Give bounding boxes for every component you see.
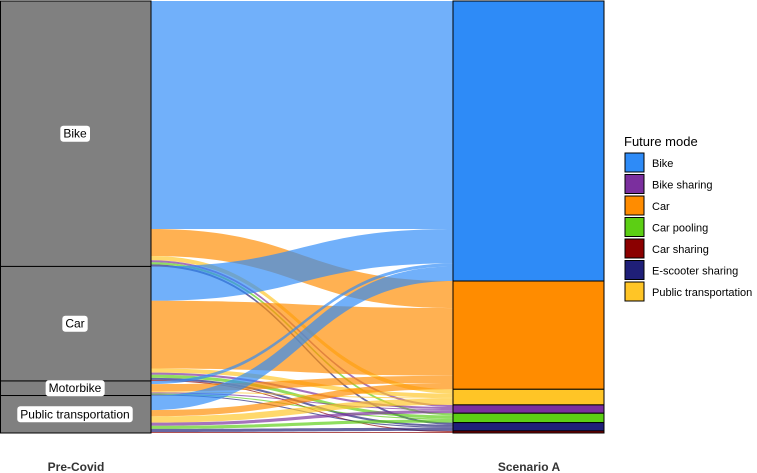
legend-label-bike-sharing: Bike sharing	[652, 180, 713, 192]
flow-public-transportation-to-e-scooter-sharing	[151, 427, 453, 432]
flows-layer	[151, 1, 453, 433]
legend-swatch-car	[624, 195, 645, 216]
flow-public-transportation-to-bike	[151, 266, 453, 411]
label-pre-covid-bike: Bike	[63, 127, 87, 141]
flow-public-transportation-to-car-sharing	[151, 431, 453, 433]
label-bg-motorbike	[45, 380, 105, 397]
pre-covid-labels: Bike Car Motorbike Public transportation	[17, 125, 133, 423]
label-pre-covid-public-transportation: Public transportation	[20, 407, 129, 421]
axis-label-pre-covid: Pre-Covid	[48, 460, 105, 473]
legend-title: Future mode	[624, 134, 698, 149]
flow-public-transportation-to-car-pooling	[151, 419, 453, 429]
stratum-scenario-a-bike-sharing	[452, 404, 605, 414]
legend-label-car-sharing: Car sharing	[652, 244, 709, 256]
label-bg-public-transportation	[17, 406, 133, 423]
stratum-scenario-a-e-scooter-sharing	[452, 422, 605, 432]
stratum-scenario-a-car-sharing	[452, 430, 605, 434]
legend-swatch-e-scooter-sharing	[624, 260, 645, 280]
legend-swatch-bike-sharing	[624, 174, 645, 194]
legend-swatch-bike	[624, 152, 645, 173]
legend-swatch-car-pooling	[624, 217, 645, 237]
pre-covid-strata	[0, 0, 152, 434]
stratum-scenario-a-public-transportation	[452, 388, 605, 406]
legend-items: Bike Bike sharing Car Car pooling Car sharin…	[624, 152, 752, 302]
stratum-scenario-a-car	[452, 280, 605, 390]
flow-motorbike-to-car-pooling	[151, 393, 453, 420]
stratum-scenario-a-bike	[452, 0, 605, 282]
legend-label-car-pooling: Car pooling	[652, 223, 708, 235]
flow-car-to-bike-sharing	[151, 372, 453, 410]
label-pre-covid-car: Car	[65, 317, 84, 331]
legend-label-public-transportation: Public transportation	[652, 287, 752, 299]
legend-label-car: Car	[652, 201, 670, 213]
legend: Future mode Bike Bike sharing Car Car pooli…	[624, 134, 752, 302]
legend-label-e-scooter-sharing: E-scooter sharing	[652, 266, 738, 278]
flow-car-to-bike	[151, 228, 453, 301]
flow-bike-to-bike	[151, 1, 453, 229]
legend-label-bike: Bike	[652, 158, 673, 170]
flow-motorbike-to-bike	[151, 263, 453, 385]
label-bg-car	[62, 315, 88, 332]
legend-swatch-public-transportation	[624, 281, 645, 302]
label-bg-bike	[60, 125, 90, 142]
flow-public-transportation-to-car	[151, 383, 453, 417]
stratum-scenario-a-car-pooling	[452, 412, 605, 424]
label-pre-covid-motorbike: Motorbike	[49, 381, 102, 395]
legend-swatch-car-sharing	[624, 238, 645, 259]
flow-public-transportation-to-bike-sharing	[151, 410, 453, 426]
flow-public-transportation-to-public-transportation	[151, 398, 453, 423]
axis-label-scenario-a: Scenario A	[498, 460, 561, 473]
scenario-a-strata	[452, 0, 605, 434]
flow-motorbike-to-public-transportation	[151, 391, 453, 399]
